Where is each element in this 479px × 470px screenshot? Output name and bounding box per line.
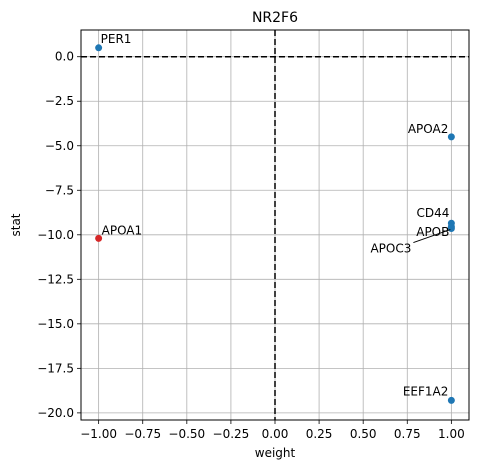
y-tick-label: −12.5 [37,272,74,286]
data-points [95,44,455,404]
y-tick-label: −10.0 [37,228,74,242]
y-axis-label: stat [9,213,23,236]
x-axis-ticks: −1.00 −0.75 −0.50 −0.25 0.00 0.25 0.50 0.75 1.00 [80,420,465,441]
y-axis-ticks: 0.0 −2.5 −5.0 −7.5 −10.0 −12.5 −15.0 −17.5 −20.0 [37,50,81,420]
point-label-apoc3: APOC3 [370,242,411,256]
data-point-eef1a2 [447,396,455,404]
x-tick-label: 0.25 [306,427,333,441]
x-tick-label: 0.75 [394,427,421,441]
y-tick-label: −20.0 [37,406,74,420]
x-axis-label: weight [255,446,296,460]
x-tick-label: 0.50 [350,427,377,441]
x-tick-label: −0.25 [213,427,250,441]
x-tick-label: −0.50 [168,427,205,441]
point-label-apoa2: APOA2 [408,122,449,136]
reference-lines [81,30,469,420]
label-leader-line [413,229,451,244]
point-label-eef1a2: EEF1A2 [403,384,449,398]
y-tick-label: 0.0 [55,50,74,64]
point-label-apoa1: APOA1 [102,223,143,237]
data-point-apoa1 [95,234,103,242]
data-point-apoa2 [447,133,455,141]
y-tick-label: −15.0 [37,317,74,331]
y-tick-label: −2.5 [45,94,74,108]
y-tick-label: −5.0 [45,139,74,153]
x-tick-label: 0.00 [262,427,289,441]
x-tick-label: −1.00 [80,427,117,441]
x-tick-label: −0.75 [124,427,161,441]
y-tick-label: −17.5 [37,361,74,375]
y-tick-label: −7.5 [45,183,74,197]
x-tick-label: 1.00 [438,427,465,441]
point-label-cd44: CD44 [416,206,449,220]
point-labels: PER1 APOA2 CD44 APOB APOC3 APOA1 EEF1A2 [101,32,451,398]
chart-title: NR2F6 [252,10,298,26]
data-point-per1 [95,44,103,52]
point-label-per1: PER1 [101,32,132,46]
point-label-apob: APOB [416,225,449,239]
